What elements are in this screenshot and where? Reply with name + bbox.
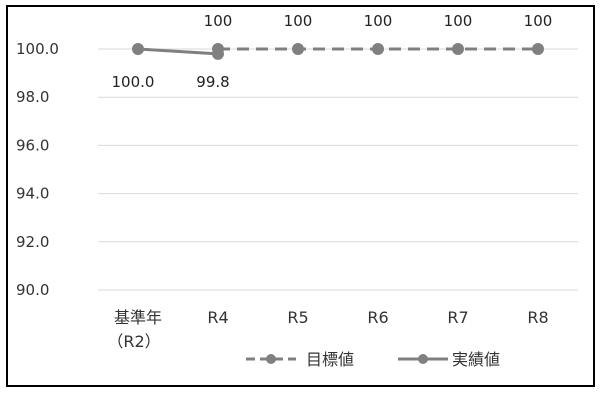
series-group — [132, 43, 544, 60]
target-point — [532, 43, 544, 55]
actual-data-label: 99.8 — [196, 73, 229, 91]
actual-point — [132, 43, 144, 55]
target-point — [372, 43, 384, 55]
actual-series-line — [137, 47, 219, 56]
target-data-label: 100 — [204, 12, 233, 30]
legend-target-label: 目標値 — [306, 350, 354, 369]
y-tick-label: 90.0 — [16, 281, 49, 299]
legend: 目標値 実績値 — [246, 350, 500, 369]
target-point — [292, 43, 304, 55]
actual-data-label: 100.0 — [112, 73, 155, 91]
y-tick-label: 98.0 — [16, 88, 49, 106]
x-tick-label: R4 — [207, 308, 228, 327]
target-data-label: 100 — [524, 12, 553, 30]
y-tick-label: 100.0 — [16, 40, 59, 58]
target-data-label: 100 — [444, 12, 473, 30]
x-tick-label: R5 — [287, 308, 308, 327]
legend-actual-marker — [418, 354, 428, 364]
gridlines — [98, 48, 578, 291]
target-point — [452, 43, 464, 55]
actual-point — [212, 47, 224, 60]
x-tick-label: 基準年 — [114, 308, 162, 327]
target-data-label: 100 — [364, 12, 393, 30]
target-data-label: 100 — [284, 12, 313, 30]
y-tick-label: 94.0 — [16, 185, 49, 203]
y-tick-label: 92.0 — [16, 233, 49, 251]
x-tick-label: R7 — [447, 308, 468, 327]
chart-frame — [6, 5, 595, 387]
y-tick-label: 96.0 — [16, 136, 49, 154]
legend-target-marker — [266, 354, 276, 364]
legend-actual-label: 実績値 — [452, 350, 500, 369]
x-tick-label: R6 — [367, 308, 388, 327]
x-tick-sublabel: （R2） — [107, 332, 160, 351]
data-labels: 100 100 100 100 100 100.0 99.8 — [112, 12, 553, 91]
x-axis: 基準年 （R2） R4 R5 R6 R7 R8 — [107, 308, 548, 351]
y-axis: 100.0 98.0 96.0 94.0 92.0 90.0 — [16, 40, 59, 299]
x-tick-label: R8 — [527, 308, 548, 327]
